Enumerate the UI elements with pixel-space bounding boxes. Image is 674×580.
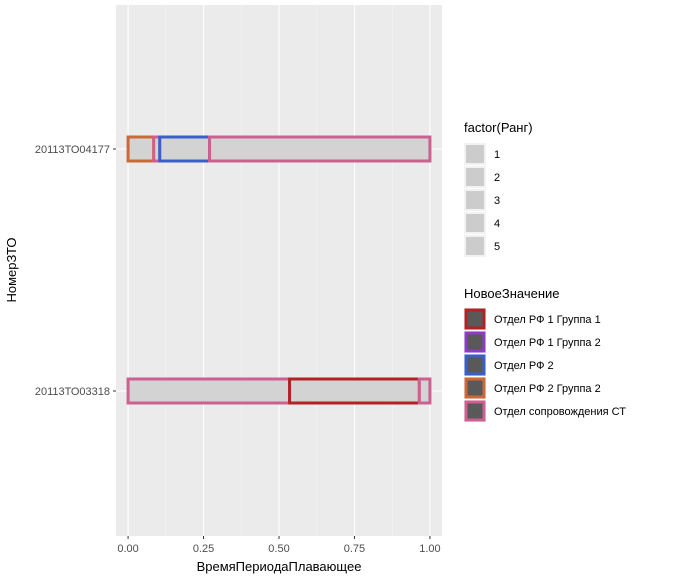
- legend-key: [466, 191, 484, 209]
- legend-key: [466, 214, 484, 232]
- legend-rank-label: 1: [494, 149, 500, 161]
- legend-new-value-label: Отдел РФ 1 Группа 2: [494, 337, 601, 349]
- bar-segment: [417, 377, 432, 405]
- bar-segment: [208, 135, 432, 163]
- legend-new-value-label: Отдел РФ 1 Группа 1: [494, 314, 601, 326]
- x-tick-label: 0.00: [117, 543, 138, 555]
- legend-key: [466, 168, 484, 186]
- legend-rank-label: 3: [494, 195, 500, 207]
- legend-rank-label: 5: [494, 241, 500, 253]
- legend-key: [464, 400, 486, 422]
- bar-segment: [126, 377, 292, 405]
- x-axis-title: ВремяПериодаПлавающее: [197, 559, 362, 574]
- y-tick-label: 20113ТО04177: [35, 144, 110, 156]
- x-tick-label: 0.50: [268, 543, 289, 555]
- bar-segment: [126, 135, 156, 163]
- legend-key: [464, 308, 486, 330]
- y-axis-title: НомерЗТО: [4, 237, 19, 302]
- legend-rank: factor(Ранг) 1 2 3 4 5: [464, 120, 533, 257]
- x-tick-label: 0.25: [193, 543, 214, 555]
- bar-segment: [158, 135, 212, 163]
- legend-key: [466, 145, 484, 163]
- legend-rank-label: 2: [494, 172, 500, 184]
- legend-rank-title: factor(Ранг): [464, 120, 533, 135]
- legend-rank-label: 4: [494, 218, 500, 230]
- legend-key: [464, 331, 486, 353]
- legend-new-value-title: НовоеЗначение: [464, 286, 560, 301]
- bars: [126, 135, 432, 405]
- legend-key: [464, 354, 486, 376]
- legend-key: [464, 377, 486, 399]
- legend-key: [466, 237, 484, 255]
- x-axis: 0.00 0.25 0.50 0.75 1.00: [117, 536, 441, 555]
- legend-new-value-label: Отдел РФ 2 Группа 2: [494, 383, 601, 395]
- legend-new-value-label: Отдел РФ 2: [494, 360, 554, 372]
- legend-new-value: НовоеЗначение Отдел РФ 1 Группа 1 Отдел Р…: [464, 286, 626, 422]
- x-tick-label: 0.75: [344, 543, 365, 555]
- bar-segment: [288, 377, 421, 405]
- y-tick-label: 20113ТО03318: [35, 386, 110, 398]
- y-axis: 20113ТО04177 20113ТО03318: [35, 144, 116, 398]
- legend-new-value-label: Отдел сопровождения СТ: [494, 406, 626, 418]
- x-tick-label: 1.00: [419, 543, 440, 555]
